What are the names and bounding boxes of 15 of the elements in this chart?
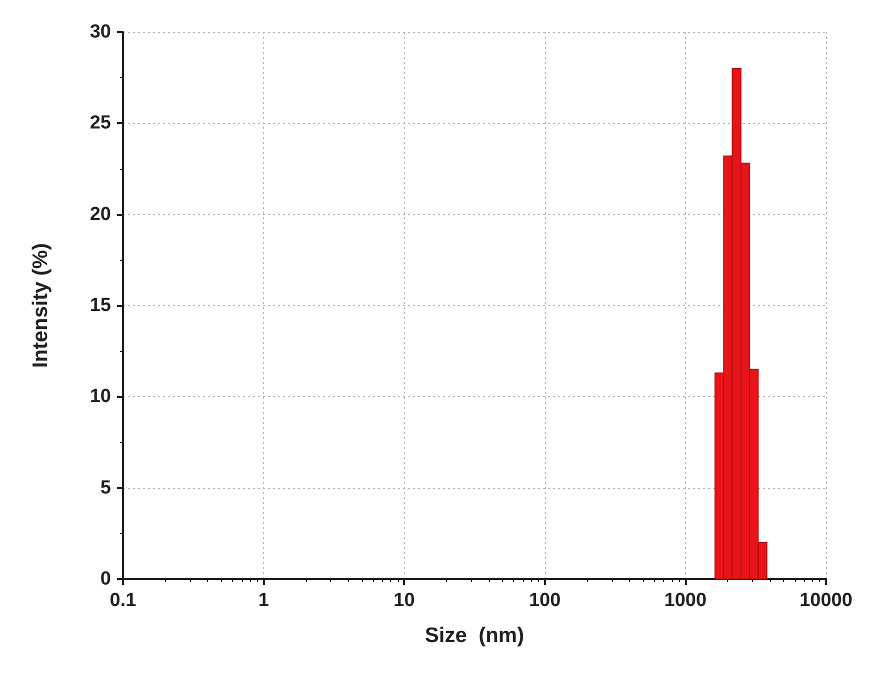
y-tick-label: 0 (100, 568, 111, 590)
x-tick-label: 100 (528, 590, 561, 611)
x-tick-label: 10 (394, 590, 415, 611)
x-axis-title: Size (nm) (424, 624, 524, 647)
y-tick-label: 30 (90, 22, 111, 42)
y-tick-label: 20 (90, 204, 111, 225)
y-tick-label: 25 (90, 112, 112, 134)
y-tick-label: 10 (90, 386, 111, 408)
x-tick-label: 0.1 (110, 590, 137, 611)
y-tick-label: 5 (100, 477, 112, 498)
y-axis-title: Intensity (%) (29, 243, 52, 368)
y-tick-label: 15 (90, 295, 112, 316)
x-tick-label: 1 (258, 590, 270, 611)
x-tick-label: 1000 (664, 590, 707, 611)
x-tick-label: 10000 (800, 590, 852, 611)
